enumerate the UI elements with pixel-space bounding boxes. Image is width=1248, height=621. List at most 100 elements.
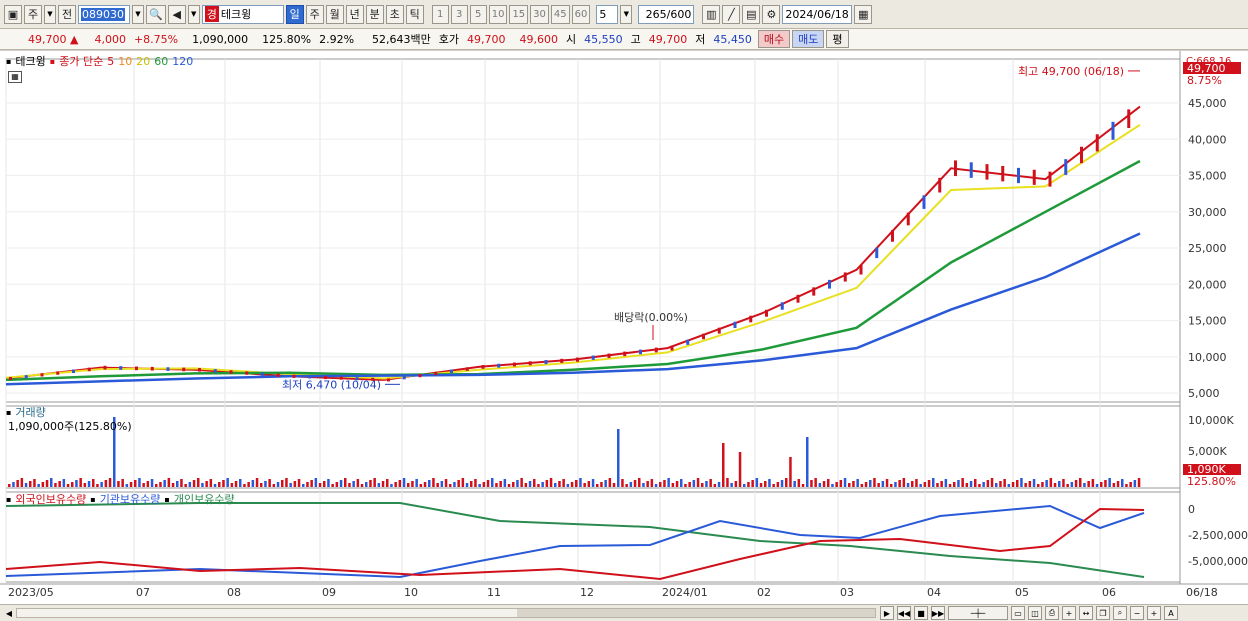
market-select[interactable]: 주 xyxy=(24,4,42,24)
chart-area[interactable]: 2023/05 07 08 09 10 11 12 2024/01 02 03 04 05 06 06/1… xyxy=(0,51,1248,604)
volume-bar xyxy=(1100,482,1103,487)
volume-bar xyxy=(843,478,847,487)
zoom-icon[interactable]: ⌕ xyxy=(1113,606,1127,620)
minute-60-button[interactable]: 60 xyxy=(571,4,591,24)
minus-icon[interactable]: − xyxy=(1130,606,1144,620)
volume-bar xyxy=(276,482,280,487)
volume-bar xyxy=(402,478,406,487)
minute-value-input[interactable]: 5 xyxy=(596,4,619,24)
candle-type-icon[interactable]: ▥ xyxy=(702,4,721,24)
period-month-button[interactable]: 월 xyxy=(325,4,344,24)
volume-bar xyxy=(142,483,145,487)
grid-toggle-icon[interactable]: ▦ xyxy=(8,71,22,83)
lowest-annotation: 최저 6,470 (10/04) xyxy=(282,378,381,391)
volume-bar xyxy=(423,482,427,487)
sound-icon[interactable]: ◀ xyxy=(167,4,186,24)
volume-bar xyxy=(428,480,431,487)
x-tick-label: 04 xyxy=(927,586,941,599)
x-tick-label: 09 xyxy=(322,586,336,599)
price-y-tick-label: 15,000 xyxy=(1188,315,1227,328)
volume-bar xyxy=(373,478,376,487)
volume-value: 1,090,000 xyxy=(192,32,249,46)
scroll-track[interactable] xyxy=(16,608,876,618)
volume-bar xyxy=(600,482,603,487)
stop-icon[interactable]: ■ xyxy=(914,606,928,620)
font-size-icon[interactable]: A xyxy=(1164,606,1178,620)
minute-3-button[interactable]: 3 xyxy=(450,4,468,24)
minute-1-button[interactable]: 1 xyxy=(431,4,449,24)
holdings-y-tick-label: 0 xyxy=(1188,503,1195,516)
volume-y-tick-label: 5,000K xyxy=(1188,445,1227,458)
volume-bar xyxy=(953,482,956,487)
period-second-button[interactable]: 초 xyxy=(385,4,404,24)
period-tick-button[interactable]: 틱 xyxy=(405,4,424,24)
stock-name-field[interactable]: 경 테크윙 xyxy=(201,4,284,24)
draw-tool-icon[interactable]: ╱ xyxy=(722,4,741,24)
window-icon[interactable]: ▣ xyxy=(4,4,22,24)
crosshair-icon[interactable]: + xyxy=(1062,606,1076,620)
volume-bar xyxy=(37,484,40,487)
candle xyxy=(355,377,359,381)
volume-bar xyxy=(20,478,24,487)
date-input[interactable]: 2024/06/18 xyxy=(782,4,853,24)
volume-bar xyxy=(881,481,885,487)
volume-bar xyxy=(92,479,95,487)
volume-bar xyxy=(348,483,351,487)
minute-45-button[interactable]: 45 xyxy=(550,4,570,24)
split-icon[interactable]: ◫ xyxy=(1028,606,1042,620)
volume-bar xyxy=(268,479,271,487)
measure-icon[interactable]: ↔ xyxy=(1079,606,1093,620)
stock-code-input[interactable]: 089030 xyxy=(78,4,130,24)
period-week-button[interactable]: 주 xyxy=(305,4,324,24)
code-dropdown-icon[interactable]: ▼ xyxy=(132,4,144,24)
volume-bar xyxy=(936,483,939,487)
period-day-button[interactable]: 일 xyxy=(285,4,304,24)
fast-forward-icon[interactable]: ▶▶ xyxy=(931,606,945,620)
bottom-scrollbar[interactable]: ◀ ▶ ◀◀ ■ ▶▶ ─┼─ ▭ ◫ ⎙ + ↔ ❐ ⌕ − + A xyxy=(0,604,1248,621)
buy-button[interactable]: 매수 xyxy=(757,30,791,48)
volume-bar xyxy=(747,482,750,487)
calendar-icon[interactable]: ▦ xyxy=(854,4,873,24)
plus-icon[interactable]: + xyxy=(1147,606,1161,620)
volume-bar xyxy=(675,481,679,487)
rewind-icon[interactable]: ◀◀ xyxy=(897,606,911,620)
full-button[interactable]: 전 xyxy=(58,4,76,24)
market-dropdown-icon[interactable]: ▼ xyxy=(44,4,56,24)
series-icon: ▪ xyxy=(90,494,96,504)
scroll-left-icon[interactable]: ◀ xyxy=(5,608,13,618)
scroll-right-icon[interactable]: ▶ xyxy=(880,606,894,620)
average-button[interactable]: 평 xyxy=(826,30,849,48)
period-minute-button[interactable]: 분 xyxy=(365,4,384,24)
volume-bar xyxy=(62,479,66,487)
scroll-thumb[interactable] xyxy=(517,609,875,617)
settings-gear-icon[interactable]: ⚙ xyxy=(762,4,781,24)
zoom-slider-icon[interactable]: ─┼─ xyxy=(948,606,1008,620)
minute-5-button[interactable]: 5 xyxy=(469,4,487,24)
minute-30-button[interactable]: 30 xyxy=(530,4,549,24)
ma-line-3 xyxy=(5,159,1141,382)
sound-dropdown-icon[interactable]: ▼ xyxy=(187,4,200,24)
volume-bar xyxy=(516,480,519,487)
volume-bar xyxy=(776,482,780,487)
search-icon[interactable]: 🔍 xyxy=(146,4,166,24)
volume-bar xyxy=(743,484,746,487)
volume-bar xyxy=(272,484,276,487)
minute-15-button[interactable]: 15 xyxy=(509,4,529,24)
volume-bar xyxy=(234,481,238,487)
minute-dropdown-icon[interactable]: ▼ xyxy=(620,4,633,24)
series-icon: ▪ xyxy=(164,494,170,504)
volume-bar xyxy=(671,483,675,487)
candle xyxy=(481,365,485,369)
layout-icon[interactable]: ▭ xyxy=(1011,606,1025,620)
save-icon[interactable]: ▤ xyxy=(742,4,761,24)
volume-bar xyxy=(71,482,74,487)
print-icon[interactable]: ⎙ xyxy=(1045,606,1059,620)
copy-icon[interactable]: ❐ xyxy=(1096,606,1110,620)
count-input[interactable]: 265/600 xyxy=(638,4,695,24)
volume-bar xyxy=(50,478,53,487)
volume-y-tick-label: 10,000K xyxy=(1188,414,1234,427)
period-year-button[interactable]: 년 xyxy=(345,4,364,24)
chart-canvas[interactable]: 2023/05 07 08 09 10 11 12 2024/01 02 03 04 05 06 06/1… xyxy=(0,51,1248,604)
sell-button[interactable]: 매도 xyxy=(792,30,825,48)
minute-10-button[interactable]: 10 xyxy=(488,4,508,24)
